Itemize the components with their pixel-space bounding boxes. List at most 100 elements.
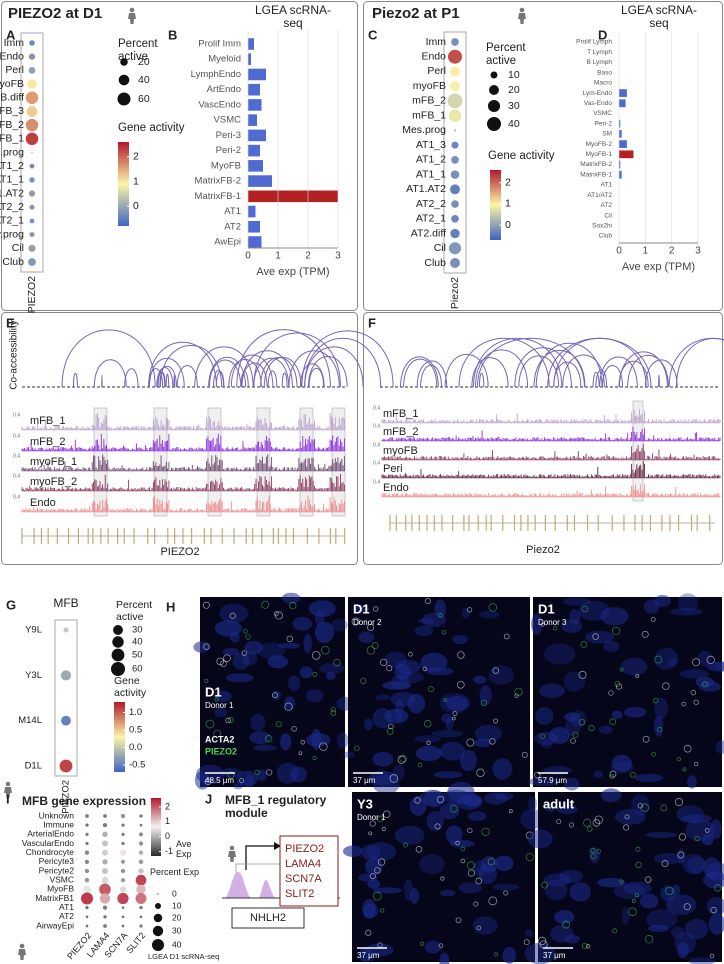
panel-title: LGEA scRNA-seq — [254, 4, 332, 31]
tissue — [654, 697, 668, 720]
size-legend-dot — [113, 625, 123, 635]
bar-label: MyoFB-1 — [586, 151, 613, 158]
tissue — [367, 879, 381, 889]
cell — [654, 655, 663, 664]
dot — [448, 109, 462, 122]
track-label: myoFB_2 — [30, 476, 77, 488]
cell — [581, 605, 588, 613]
tissue — [679, 669, 710, 679]
bar-label: VSMC — [214, 115, 242, 126]
tissue — [524, 929, 534, 937]
tissue — [677, 847, 686, 864]
cell — [228, 717, 234, 723]
arc — [458, 337, 550, 388]
track-scale-label: 0.4 — [13, 494, 20, 500]
panel-title: MFB gene expression — [22, 794, 146, 808]
dot — [139, 814, 143, 818]
arc — [176, 365, 198, 388]
cell — [428, 686, 434, 693]
source-label: LGEA D1 scRNA-seq — [148, 952, 219, 961]
cell — [537, 936, 547, 946]
size-legend-dot — [155, 903, 161, 909]
size-legend-title-box: Percent active — [116, 600, 152, 622]
arc — [215, 371, 225, 388]
cell — [612, 928, 618, 934]
tissue — [703, 857, 721, 879]
tissue — [670, 926, 685, 939]
arc — [267, 370, 278, 388]
cell — [676, 757, 681, 762]
bar-label: Macro — [594, 80, 612, 87]
cell — [615, 683, 623, 690]
dot — [450, 184, 460, 195]
arc — [228, 359, 262, 388]
tissue — [708, 913, 724, 935]
bar — [248, 175, 272, 187]
tissue — [671, 884, 681, 896]
size-legend-label: 20 — [508, 84, 520, 96]
cell — [330, 710, 337, 716]
arc — [547, 337, 652, 388]
cell — [609, 770, 617, 778]
tissue — [360, 844, 381, 861]
cell — [423, 719, 432, 728]
cell — [552, 626, 558, 631]
tissue — [682, 853, 705, 875]
bar-label: MatrixFB-1 — [195, 191, 241, 202]
bar — [248, 68, 266, 81]
track-label: Endo — [383, 482, 409, 494]
cell — [631, 899, 636, 903]
arc — [61, 329, 156, 388]
gene-label: PIEZO2 — [160, 546, 199, 558]
tissue — [705, 862, 724, 882]
dot — [120, 813, 126, 819]
tissue — [654, 647, 679, 670]
image-stage: adult — [543, 796, 575, 811]
cell — [271, 692, 278, 699]
tissue — [600, 607, 629, 626]
cell — [216, 657, 224, 666]
tissue — [425, 667, 454, 676]
tissue — [423, 790, 445, 808]
arc — [93, 359, 127, 388]
dot — [29, 232, 35, 238]
tissue — [561, 619, 583, 634]
cell — [628, 907, 637, 917]
tissue — [232, 652, 250, 670]
color-legend-title-box: Gene activity — [114, 676, 146, 698]
arc — [288, 350, 340, 388]
dot — [99, 893, 111, 904]
tissue — [569, 882, 591, 902]
cell — [455, 840, 460, 846]
cell — [227, 771, 235, 779]
tissue — [639, 893, 659, 909]
tissue — [250, 713, 266, 732]
cell — [397, 755, 406, 764]
cell — [366, 646, 376, 655]
tissue — [623, 881, 653, 895]
tissue — [352, 605, 369, 613]
bar-label: VSMC — [593, 110, 612, 117]
tissue — [415, 745, 442, 762]
tissue — [520, 808, 544, 830]
tissue — [585, 630, 615, 644]
bar — [248, 190, 338, 203]
cell — [508, 809, 513, 813]
dot — [85, 832, 89, 836]
arc — [212, 369, 224, 388]
size-legend-dot — [489, 85, 499, 95]
tissue — [452, 634, 469, 645]
tissue — [543, 643, 576, 665]
tissue — [564, 712, 581, 722]
panel-frame — [363, 312, 723, 565]
track-label: mFB_1 — [30, 415, 65, 427]
cell — [373, 891, 382, 901]
row-label: Perl — [5, 64, 24, 76]
tissue — [287, 675, 301, 691]
colorbar-label: 0 — [505, 219, 511, 231]
cell — [580, 641, 588, 648]
dot — [136, 884, 146, 895]
dot — [139, 906, 143, 910]
cell — [635, 861, 642, 868]
row-label: AT1_3 — [416, 139, 446, 151]
